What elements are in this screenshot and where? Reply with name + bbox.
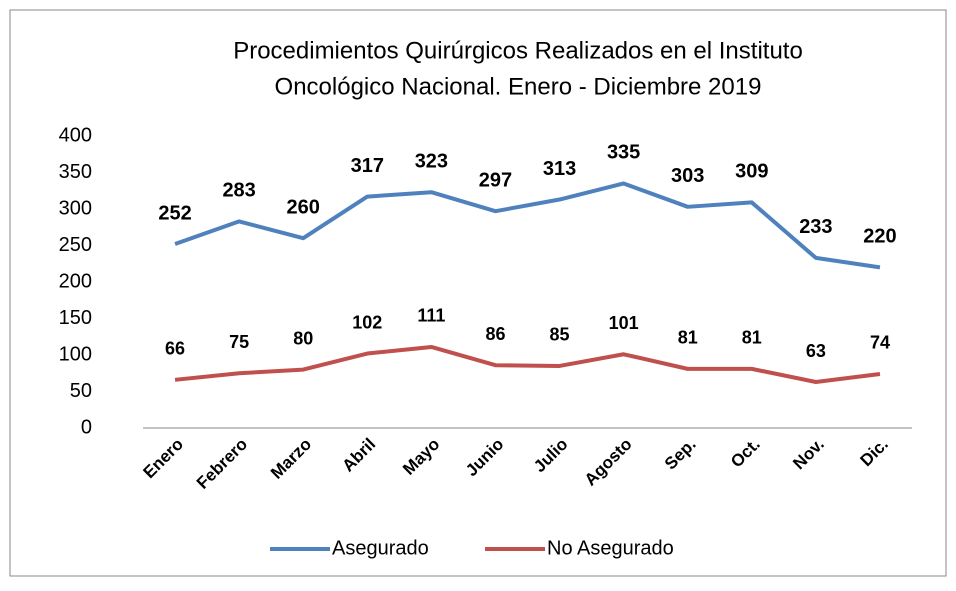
chart-frame (9, 9, 947, 577)
data-label: 323 (415, 150, 448, 172)
legend-label: No Asegurado (547, 537, 674, 559)
data-label: 233 (799, 216, 832, 238)
data-label: 63 (806, 341, 826, 361)
data-label: 81 (742, 328, 762, 348)
data-label: 260 (287, 196, 320, 218)
y-tick-label: 150 (59, 307, 92, 329)
data-label: 335 (607, 142, 640, 164)
y-tick-label: 50 (70, 380, 92, 402)
legend-label: Asegurado (332, 537, 429, 559)
y-tick-label: 400 (59, 124, 92, 146)
y-tick-label: 300 (59, 197, 92, 219)
data-label: 80 (293, 328, 313, 348)
data-label: 86 (485, 324, 505, 344)
data-label: 252 (158, 202, 191, 224)
data-label: 81 (678, 328, 698, 348)
series-line (174, 181, 881, 270)
y-tick-label: 250 (59, 234, 92, 256)
chart-title: Procedimientos Quirúrgicos Realizados en… (233, 37, 803, 64)
data-label: 75 (229, 332, 249, 352)
chart-title: Oncológico Nacional. Enero - Diciembre 2… (275, 73, 762, 100)
data-label: 101 (609, 313, 639, 333)
series-line (174, 344, 881, 385)
data-label: 303 (671, 165, 704, 187)
data-label: 111 (417, 306, 445, 326)
data-label: 66 (165, 339, 185, 359)
data-label: 283 (222, 180, 255, 202)
data-label: 313 (543, 158, 576, 180)
data-label: 74 (870, 333, 890, 353)
y-tick-label: 0 (81, 416, 92, 438)
data-label: 309 (735, 161, 768, 183)
data-label: 102 (352, 312, 382, 332)
data-label: 220 (863, 226, 896, 248)
data-label: 85 (550, 325, 570, 345)
y-tick-label: 100 (59, 343, 92, 365)
y-tick-label: 200 (59, 270, 92, 292)
data-label: 317 (351, 155, 384, 177)
data-label: 297 (479, 169, 512, 191)
y-tick-label: 350 (59, 161, 92, 183)
